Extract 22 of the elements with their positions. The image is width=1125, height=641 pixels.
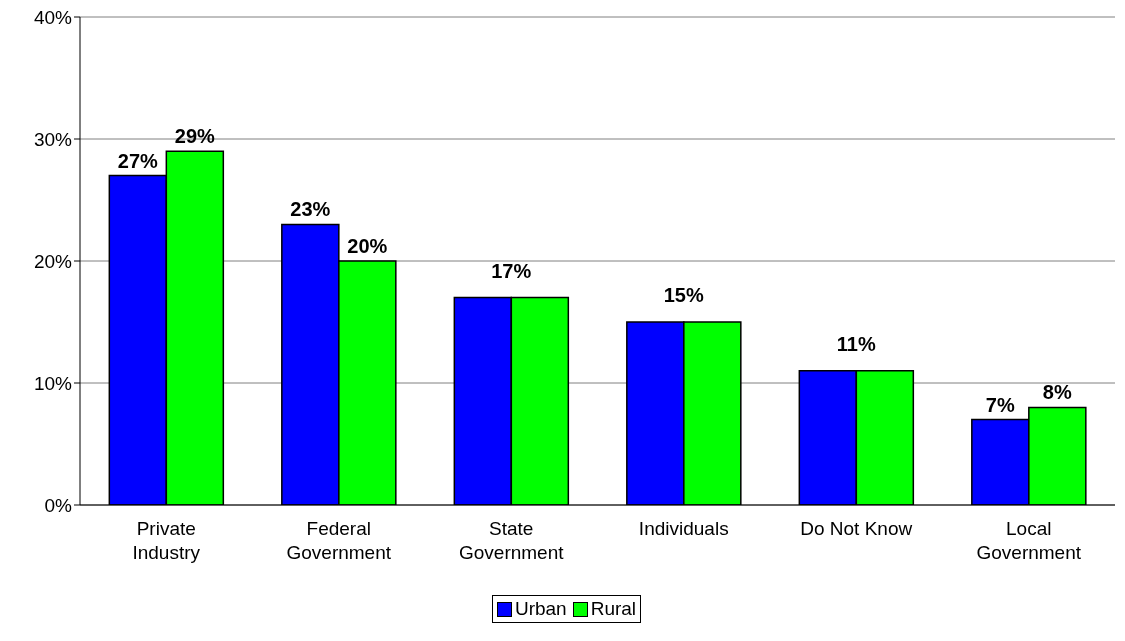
data-label: 7% <box>985 393 1015 416</box>
annotation: 11% <box>836 332 876 355</box>
legend-label: Urban <box>513 598 567 620</box>
x-tick-label: Private Industry <box>132 518 201 563</box>
data-label: 20% <box>347 235 388 257</box>
y-tick-label: 30% <box>33 128 73 150</box>
data-label: 8% <box>1042 381 1072 404</box>
y-tick-label: 10% <box>33 372 73 394</box>
y-tick-label: 0% <box>44 494 73 516</box>
x-tick-label: Individuals <box>638 518 729 539</box>
y-tick-label: 40% <box>33 6 73 28</box>
data-label: 23% <box>290 198 331 221</box>
y-tick-label: 20% <box>33 250 73 272</box>
x-tick-label: Do Not Know <box>800 518 913 539</box>
x-tick-label: Local Government <box>976 518 1082 563</box>
x-tick-label: State Government <box>458 518 565 563</box>
data-label: 27% <box>117 149 159 172</box>
annotation: 17% <box>491 259 532 282</box>
x-tick-label: Federal Government <box>286 518 392 563</box>
data-label: 29% <box>174 125 216 148</box>
annotation: 15% <box>663 284 704 306</box>
legend-label: Rural <box>589 598 637 620</box>
